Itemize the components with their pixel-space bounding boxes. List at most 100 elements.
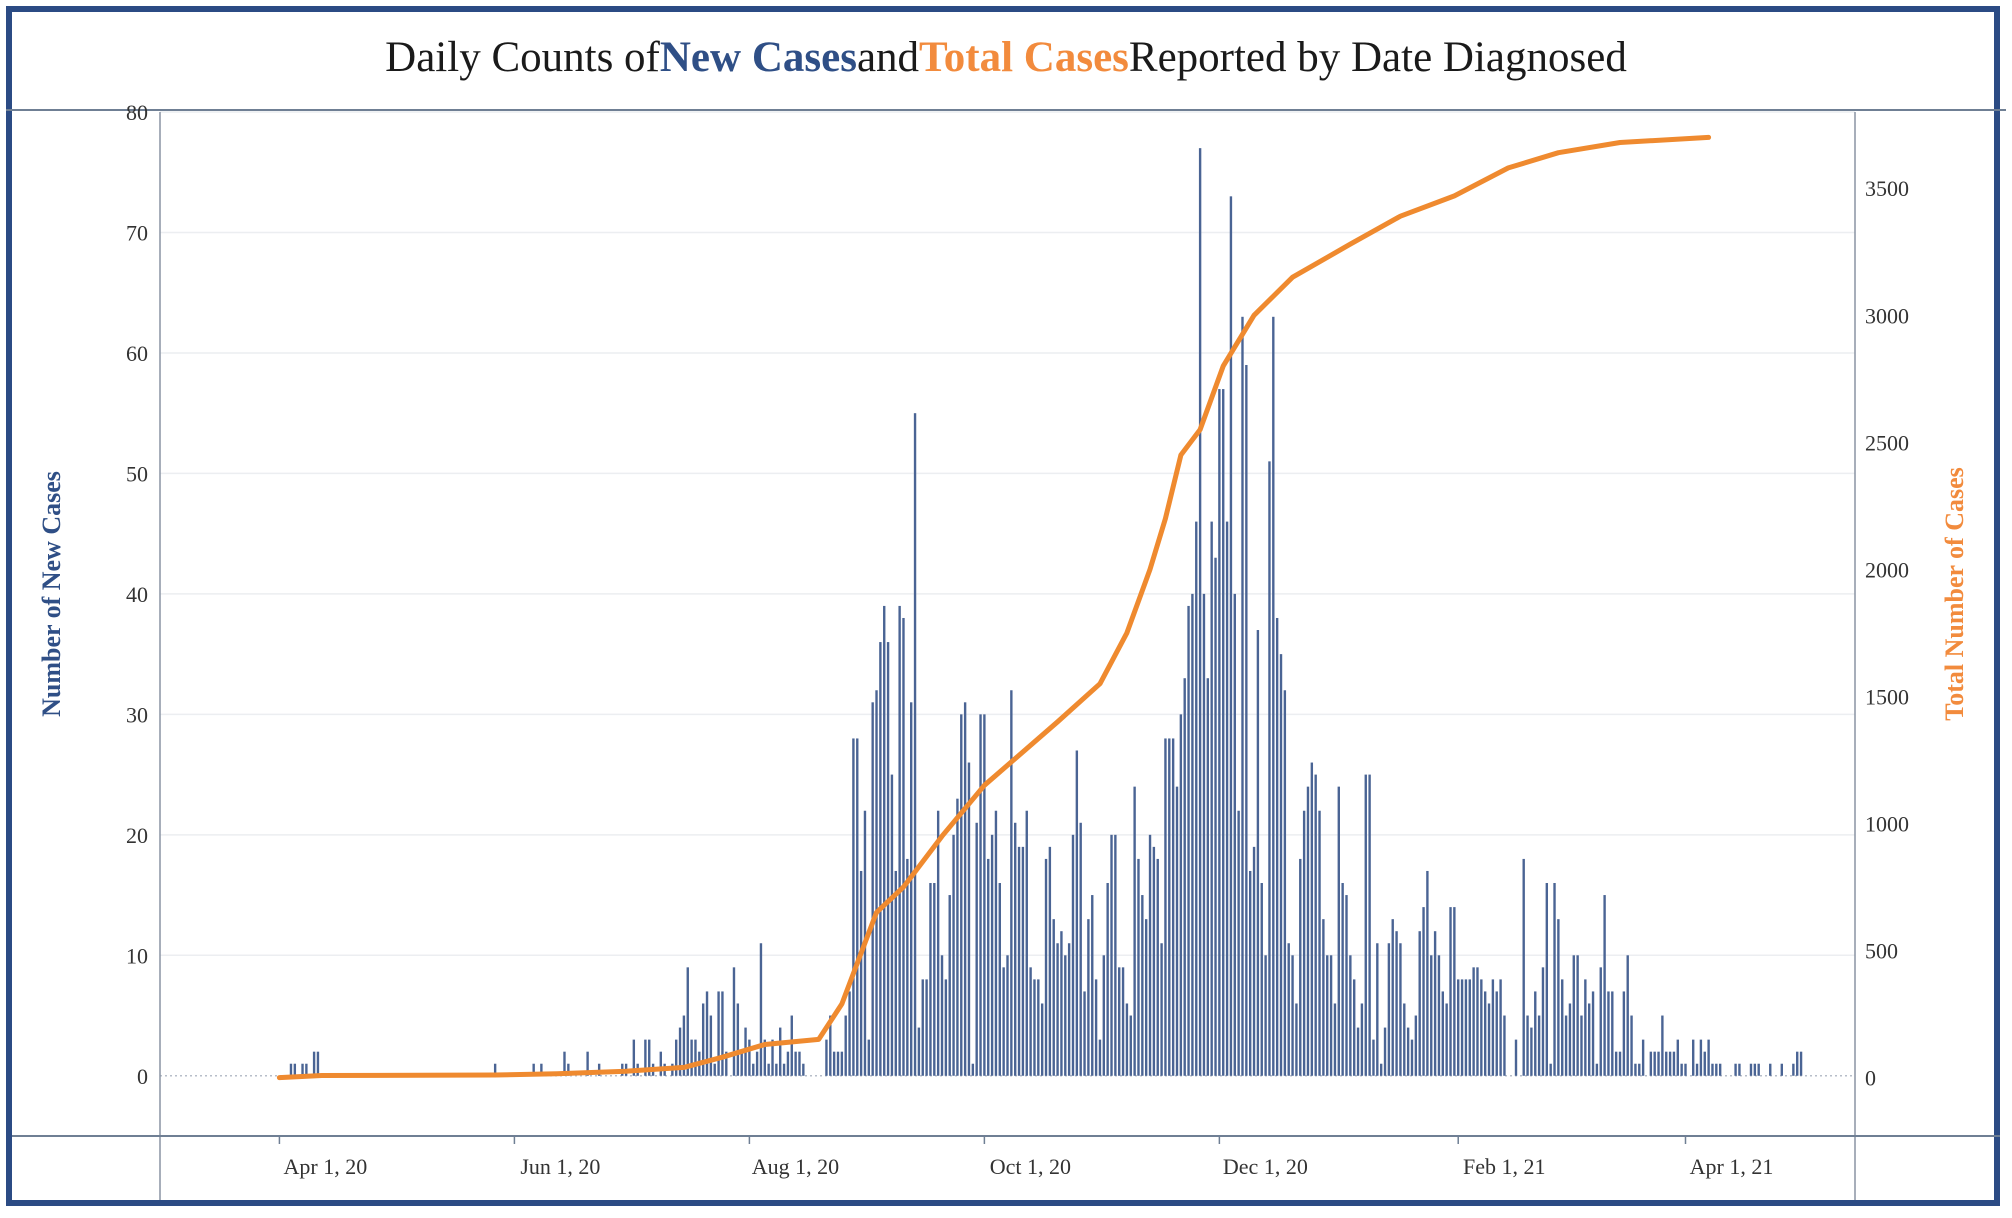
bar-123 <box>752 1063 755 1076</box>
bar-215 <box>1106 883 1109 1076</box>
bar-227 <box>1152 846 1156 1076</box>
bar-245 <box>1222 389 1225 1076</box>
bar-278 <box>1349 955 1352 1076</box>
bar-294 <box>1410 1039 1414 1076</box>
y-axis-title-left: Number of New Cases <box>37 471 66 717</box>
bar-128 <box>771 1039 774 1076</box>
bar-196 <box>1033 979 1036 1076</box>
bar-306 <box>1457 979 1460 1076</box>
bar-298 <box>1426 870 1429 1076</box>
bar-350 <box>1626 955 1629 1076</box>
bar-249 <box>1237 810 1240 1076</box>
bar-267 <box>1306 786 1310 1076</box>
bar-126 <box>763 1039 766 1076</box>
bar-287 <box>1383 1027 1387 1076</box>
bar-370 <box>1703 1051 1706 1076</box>
bar-170 <box>933 883 936 1076</box>
bar-158 <box>886 642 890 1076</box>
bar-68 <box>540 1063 543 1076</box>
bar-241 <box>1206 678 1210 1076</box>
bar-175 <box>952 834 955 1076</box>
bar-194 <box>1025 810 1028 1076</box>
bar-254 <box>1256 630 1260 1076</box>
y-tick-left-7: 70 <box>126 220 148 245</box>
y-tick-left-0: 0 <box>137 1064 148 1089</box>
y-tick-right-3: 1500 <box>1865 684 1909 709</box>
bar-189 <box>1006 955 1009 1076</box>
bar-166 <box>917 1027 921 1076</box>
bar-181 <box>975 822 978 1076</box>
bar-293 <box>1406 1027 1410 1076</box>
bar-216 <box>1110 834 1113 1076</box>
bar-153 <box>867 1039 871 1076</box>
bar-252 <box>1249 870 1252 1076</box>
bar-209 <box>1083 991 1086 1076</box>
bar-150 <box>856 738 859 1076</box>
bar-156 <box>879 642 882 1076</box>
x-tick-label-4: Dec 1, 20 <box>1223 1154 1308 1179</box>
bar-343 <box>1599 967 1602 1076</box>
bar-146 <box>840 1051 844 1076</box>
y-tick-right-4: 2000 <box>1865 557 1909 582</box>
bar-236 <box>1187 605 1190 1076</box>
bar-265 <box>1299 858 1302 1076</box>
line-layer <box>276 134 1712 1081</box>
bar-364 <box>1680 1063 1683 1076</box>
bar-369 <box>1699 1039 1703 1076</box>
bar-250 <box>1241 316 1244 1076</box>
bar-224 <box>1141 895 1144 1076</box>
bar-330 <box>1549 1063 1552 1076</box>
bar-112 <box>709 1015 713 1076</box>
bar-187 <box>998 883 1001 1076</box>
bar-344 <box>1603 895 1606 1076</box>
bar-225 <box>1144 919 1148 1076</box>
bar-239 <box>1198 148 1202 1076</box>
bar-95 <box>644 1039 647 1076</box>
bar-104 <box>678 1027 682 1076</box>
bar-layer <box>289 148 1803 1076</box>
bar-220 <box>1125 1003 1129 1076</box>
bar-231 <box>1168 738 1171 1076</box>
bar-244 <box>1218 389 1221 1076</box>
bar-168 <box>925 979 928 1076</box>
bar-228 <box>1156 858 1159 1076</box>
bar-145 <box>836 1051 840 1076</box>
bar-10 <box>316 1051 320 1076</box>
bar-185 <box>990 834 994 1076</box>
bar-262 <box>1287 943 1290 1076</box>
y-tick-left-6: 60 <box>126 341 148 366</box>
bar-201 <box>1052 919 1055 1076</box>
bar-230 <box>1164 738 1167 1076</box>
bar-317 <box>1499 979 1502 1076</box>
bar-116 <box>725 1051 728 1076</box>
bar-358 <box>1657 1051 1660 1076</box>
bar-321 <box>1514 1039 1518 1076</box>
bar-361 <box>1668 1051 1672 1076</box>
bar-124 <box>755 1051 759 1076</box>
bar-312 <box>1480 979 1483 1076</box>
bar-131 <box>782 1063 786 1076</box>
bar-167 <box>921 979 924 1076</box>
bar-217 <box>1114 834 1117 1076</box>
bar-342 <box>1595 1063 1599 1076</box>
bar-192 <box>1017 846 1021 1076</box>
bar-304 <box>1449 907 1452 1076</box>
bar-345 <box>1607 991 1610 1076</box>
bar-178 <box>963 702 967 1076</box>
bar-324 <box>1526 1015 1529 1076</box>
bar-338 <box>1580 1015 1583 1076</box>
bar-393 <box>1792 1063 1795 1076</box>
bar-363 <box>1676 1039 1679 1076</box>
y-tick-left-2: 20 <box>126 823 148 848</box>
bar-176 <box>956 798 959 1076</box>
bar-226 <box>1148 834 1152 1076</box>
y-tick-left-8: 80 <box>126 100 148 125</box>
bar-135 <box>798 1051 801 1076</box>
bar-234 <box>1179 714 1183 1076</box>
bar-280 <box>1356 1027 1360 1076</box>
bar-328 <box>1541 967 1545 1076</box>
bar-266 <box>1302 810 1306 1076</box>
bar-346 <box>1611 991 1614 1076</box>
bar-197 <box>1037 979 1040 1076</box>
bar-151 <box>859 870 863 1076</box>
